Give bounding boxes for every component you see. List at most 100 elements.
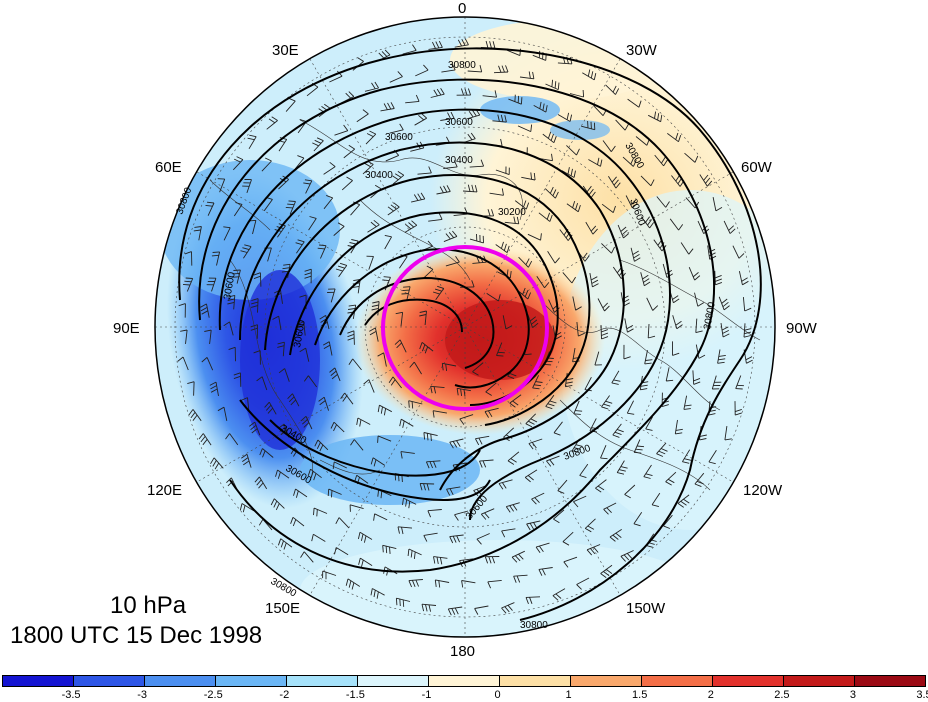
wind-barb-feather — [408, 580, 413, 588]
wind-barb — [421, 342, 434, 352]
wind-barb-feather — [347, 337, 355, 341]
wind-barb-feather — [225, 433, 230, 440]
wind-barb-feather — [389, 546, 391, 554]
wind-barb-feather — [591, 279, 599, 284]
wind-barb-feather — [644, 281, 651, 287]
wind-barb — [538, 567, 553, 570]
wind-barb-feather — [665, 201, 670, 208]
wind-barb-feather — [722, 301, 729, 308]
wind-barb-feather — [464, 38, 469, 46]
wind-barb-feather — [479, 64, 483, 73]
wind-barb-feather — [555, 593, 562, 599]
wind-barb-feather — [615, 88, 620, 95]
wind-barb-feather — [573, 447, 581, 450]
wind-barb-feather — [590, 225, 597, 232]
wind-barb-feather — [715, 278, 722, 282]
wind-barb — [273, 498, 285, 509]
wind-barb-feather — [663, 525, 671, 529]
wind-barb — [665, 367, 670, 382]
wind-barb-feather — [459, 418, 465, 425]
wind-barb-feather — [587, 69, 591, 77]
wind-barb-feather — [621, 229, 628, 236]
wind-barb — [384, 236, 392, 250]
wind-barb — [396, 597, 411, 602]
wind-barb-feather — [661, 404, 669, 408]
wind-barb — [289, 201, 296, 215]
wind-barb — [400, 418, 414, 427]
wind-barb-feather — [523, 200, 527, 208]
wind-barb-feather — [620, 555, 626, 562]
wind-barb-feather — [234, 158, 241, 163]
wind-barb-feather — [529, 597, 533, 604]
wind-barb-feather — [496, 355, 504, 357]
wind-barb-feather — [423, 535, 428, 542]
wind-barb-feather — [392, 175, 399, 181]
wind-barb-feather — [721, 326, 729, 331]
wind-barb-feather — [194, 226, 202, 228]
wind-barb-feather — [539, 545, 544, 553]
wind-barb-feather — [288, 97, 296, 102]
wind-barb-feather — [340, 392, 346, 399]
wind-barb-feather — [371, 307, 379, 311]
wind-barb-feather — [193, 229, 201, 232]
wind-barb-feather — [638, 100, 642, 108]
wind-barb — [584, 376, 592, 390]
wind-barb-feather — [661, 157, 666, 164]
wind-barb — [410, 147, 424, 152]
wind-barb — [528, 438, 543, 444]
wind-barb-feather — [551, 79, 554, 87]
wind-barb — [185, 329, 188, 344]
wind-barb-feather — [287, 393, 293, 400]
wind-barb-feather — [249, 421, 256, 427]
wind-barb-feather — [680, 500, 687, 506]
wind-barb-feather — [281, 270, 289, 273]
wind-barb — [441, 69, 456, 73]
wind-barb — [397, 526, 413, 529]
wind-barb-feather — [439, 186, 444, 193]
wind-barb-feather — [275, 503, 280, 511]
wind-barb-feather — [549, 214, 553, 222]
wind-barb — [377, 435, 392, 442]
wind-barb-feather — [542, 103, 545, 111]
wind-barb-feather — [582, 252, 588, 259]
wind-barb-feather — [586, 549, 593, 556]
wind-barb — [545, 394, 555, 407]
wind-barb-feather — [500, 241, 504, 249]
lon-label-150e: 150E — [265, 600, 301, 617]
wind-barb — [576, 322, 579, 337]
wind-barb-feather — [545, 406, 553, 410]
wind-barb-feather — [506, 245, 510, 253]
wind-barb-feather — [534, 497, 540, 504]
lon-label-120w: 120W — [743, 482, 783, 499]
wind-barb-feather — [654, 111, 657, 119]
wind-barb-feather — [520, 97, 523, 105]
wind-barb-feather — [204, 329, 212, 332]
wind-barb — [308, 218, 317, 231]
wind-barb-feather — [498, 483, 504, 490]
lon-label-30w: 30W — [626, 42, 657, 59]
wind-barb-feather — [316, 442, 321, 449]
wind-barb-feather — [528, 71, 531, 79]
wind-barb-feather — [509, 372, 517, 377]
wind-barb-feather — [280, 540, 284, 548]
wind-barb-feather — [439, 557, 443, 565]
wind-barb — [603, 502, 617, 510]
wind-barb-feather — [597, 157, 600, 165]
wind-barb-feather — [347, 330, 355, 334]
wind-barb-feather — [318, 396, 325, 402]
wind-barb — [350, 204, 361, 216]
wind-barb-feather — [474, 185, 478, 193]
wind-barb-feather — [278, 368, 285, 374]
wind-barb-feather — [424, 346, 429, 354]
wind-barb — [182, 356, 189, 371]
wind-barb — [514, 200, 527, 210]
wind-barb-feather — [304, 179, 312, 182]
wind-barb-feather — [487, 209, 491, 217]
wind-barb-feather — [513, 576, 517, 583]
wind-barb-feather — [590, 276, 598, 281]
wind-barb — [261, 160, 272, 172]
wind-barb-feather — [475, 438, 480, 446]
wind-barb-feather — [322, 341, 330, 346]
wind-barb-feather — [728, 225, 735, 231]
wind-barb-feather — [584, 255, 590, 262]
